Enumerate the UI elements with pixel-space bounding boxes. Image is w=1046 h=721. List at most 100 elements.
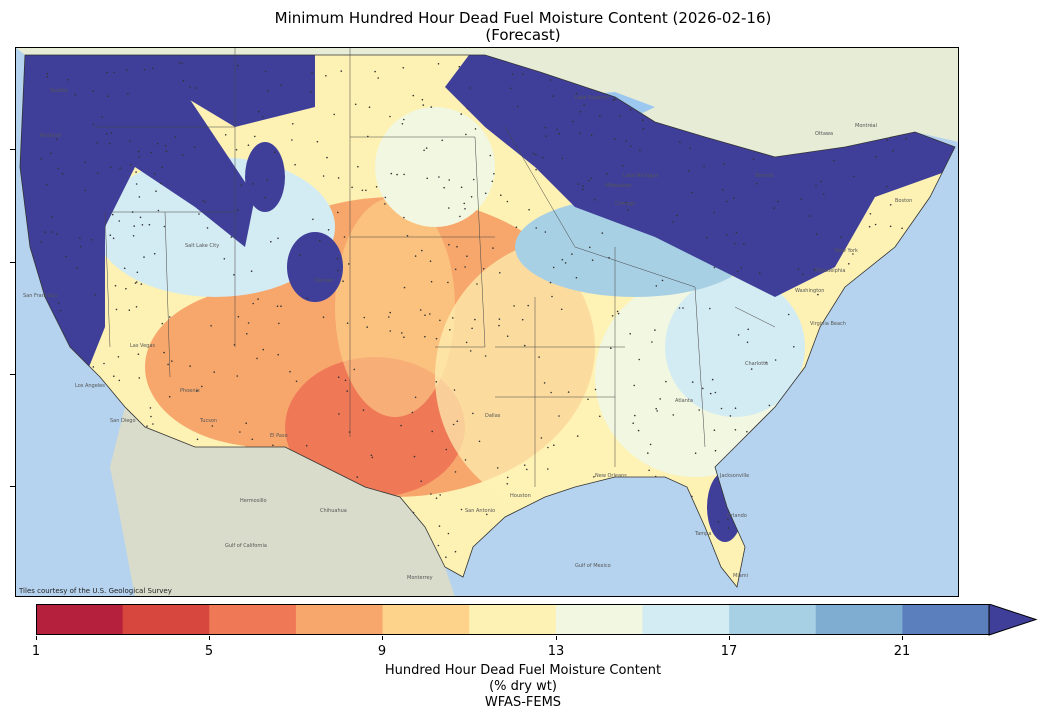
station-dot — [496, 467, 499, 469]
station-dot — [723, 163, 725, 165]
station-dot — [733, 242, 736, 245]
station-dot — [659, 398, 661, 400]
station-dot — [403, 118, 405, 121]
station-dot — [571, 120, 574, 123]
station-dot — [449, 329, 451, 331]
station-dot — [132, 235, 135, 237]
station-dot — [661, 279, 664, 282]
station-dot — [727, 527, 730, 529]
station-dot — [632, 422, 634, 425]
station-dot — [245, 422, 247, 425]
station-dot — [135, 183, 138, 185]
y-tick — [10, 149, 15, 150]
station-dot — [101, 116, 103, 118]
station-dot — [291, 139, 293, 141]
station-dot — [292, 123, 294, 125]
station-dot — [575, 276, 578, 279]
station-dot — [535, 153, 537, 156]
station-dot — [679, 141, 681, 143]
station-dot — [869, 213, 872, 215]
station-dot — [342, 280, 344, 282]
station-dot — [44, 231, 46, 233]
station-dot — [460, 508, 463, 511]
station-dot — [471, 327, 473, 330]
station-dot — [441, 139, 444, 142]
station-dot — [616, 310, 619, 313]
station-dot — [152, 423, 154, 425]
station-dot — [196, 438, 199, 441]
station-dot — [564, 262, 567, 264]
station-dot — [493, 173, 495, 175]
station-dot — [654, 329, 656, 331]
station-dot — [429, 313, 431, 315]
place-label: Philadelphia — [815, 268, 845, 274]
station-dot — [356, 476, 359, 478]
station-dot — [678, 307, 681, 309]
station-dot — [743, 243, 745, 246]
station-dot — [515, 226, 518, 228]
station-dot — [833, 159, 835, 162]
station-dot — [333, 113, 336, 116]
place-label: Phoenix — [180, 388, 200, 394]
station-dot — [133, 225, 135, 227]
canada-land — [15, 47, 959, 157]
station-dot — [528, 208, 530, 211]
station-dot — [414, 396, 417, 399]
station-dot — [161, 166, 163, 169]
station-dot — [230, 236, 233, 238]
station-dot — [463, 202, 466, 205]
station-dot — [629, 333, 631, 335]
station-dot — [430, 280, 433, 283]
station-dot — [774, 359, 777, 361]
station-dot — [465, 341, 468, 344]
station-dot — [665, 380, 667, 383]
station-dot — [414, 255, 417, 257]
station-dot — [655, 407, 657, 410]
station-dot — [581, 188, 584, 191]
station-dot — [424, 335, 426, 338]
station-dot — [561, 157, 564, 160]
y-tick — [10, 374, 15, 375]
station-dot — [326, 156, 328, 159]
station-dot — [213, 371, 215, 373]
station-dot — [458, 65, 461, 68]
station-dot — [543, 382, 546, 384]
station-dot — [889, 204, 892, 206]
station-dot — [254, 135, 256, 138]
station-dot — [367, 135, 369, 138]
station-dot — [233, 344, 236, 346]
station-dot — [582, 185, 584, 187]
station-dot — [368, 106, 371, 108]
station-dot — [374, 70, 376, 73]
place-label: Chicago — [615, 201, 635, 207]
station-dot — [484, 192, 487, 195]
station-dot — [848, 263, 850, 265]
station-dot — [549, 79, 552, 81]
station-dot — [472, 178, 475, 181]
station-dot — [322, 175, 325, 177]
station-dot — [629, 145, 632, 148]
station-dot — [852, 253, 854, 255]
station-dot — [140, 283, 143, 285]
station-dot — [768, 404, 771, 407]
station-dot — [148, 223, 151, 226]
station-dot — [174, 136, 177, 138]
station-dot — [875, 155, 877, 158]
station-dot — [262, 348, 265, 351]
place-label: Miami — [733, 573, 748, 579]
station-dot — [257, 298, 259, 300]
station-dot — [777, 200, 779, 203]
station-dot — [237, 64, 239, 67]
place-label: San Francisco — [23, 293, 57, 299]
station-dot — [523, 344, 526, 347]
station-dot — [267, 90, 269, 92]
station-dot — [262, 116, 264, 118]
place-labels: Lake Superior Lake Michigan Milwaukee Ch… — [23, 88, 912, 581]
station-dot — [750, 368, 753, 370]
station-dot — [464, 208, 466, 210]
colorbar-swatch — [382, 604, 470, 635]
station-dot — [276, 305, 279, 308]
station-dot — [522, 73, 524, 75]
station-dot — [438, 525, 441, 527]
station-dot — [439, 319, 441, 322]
